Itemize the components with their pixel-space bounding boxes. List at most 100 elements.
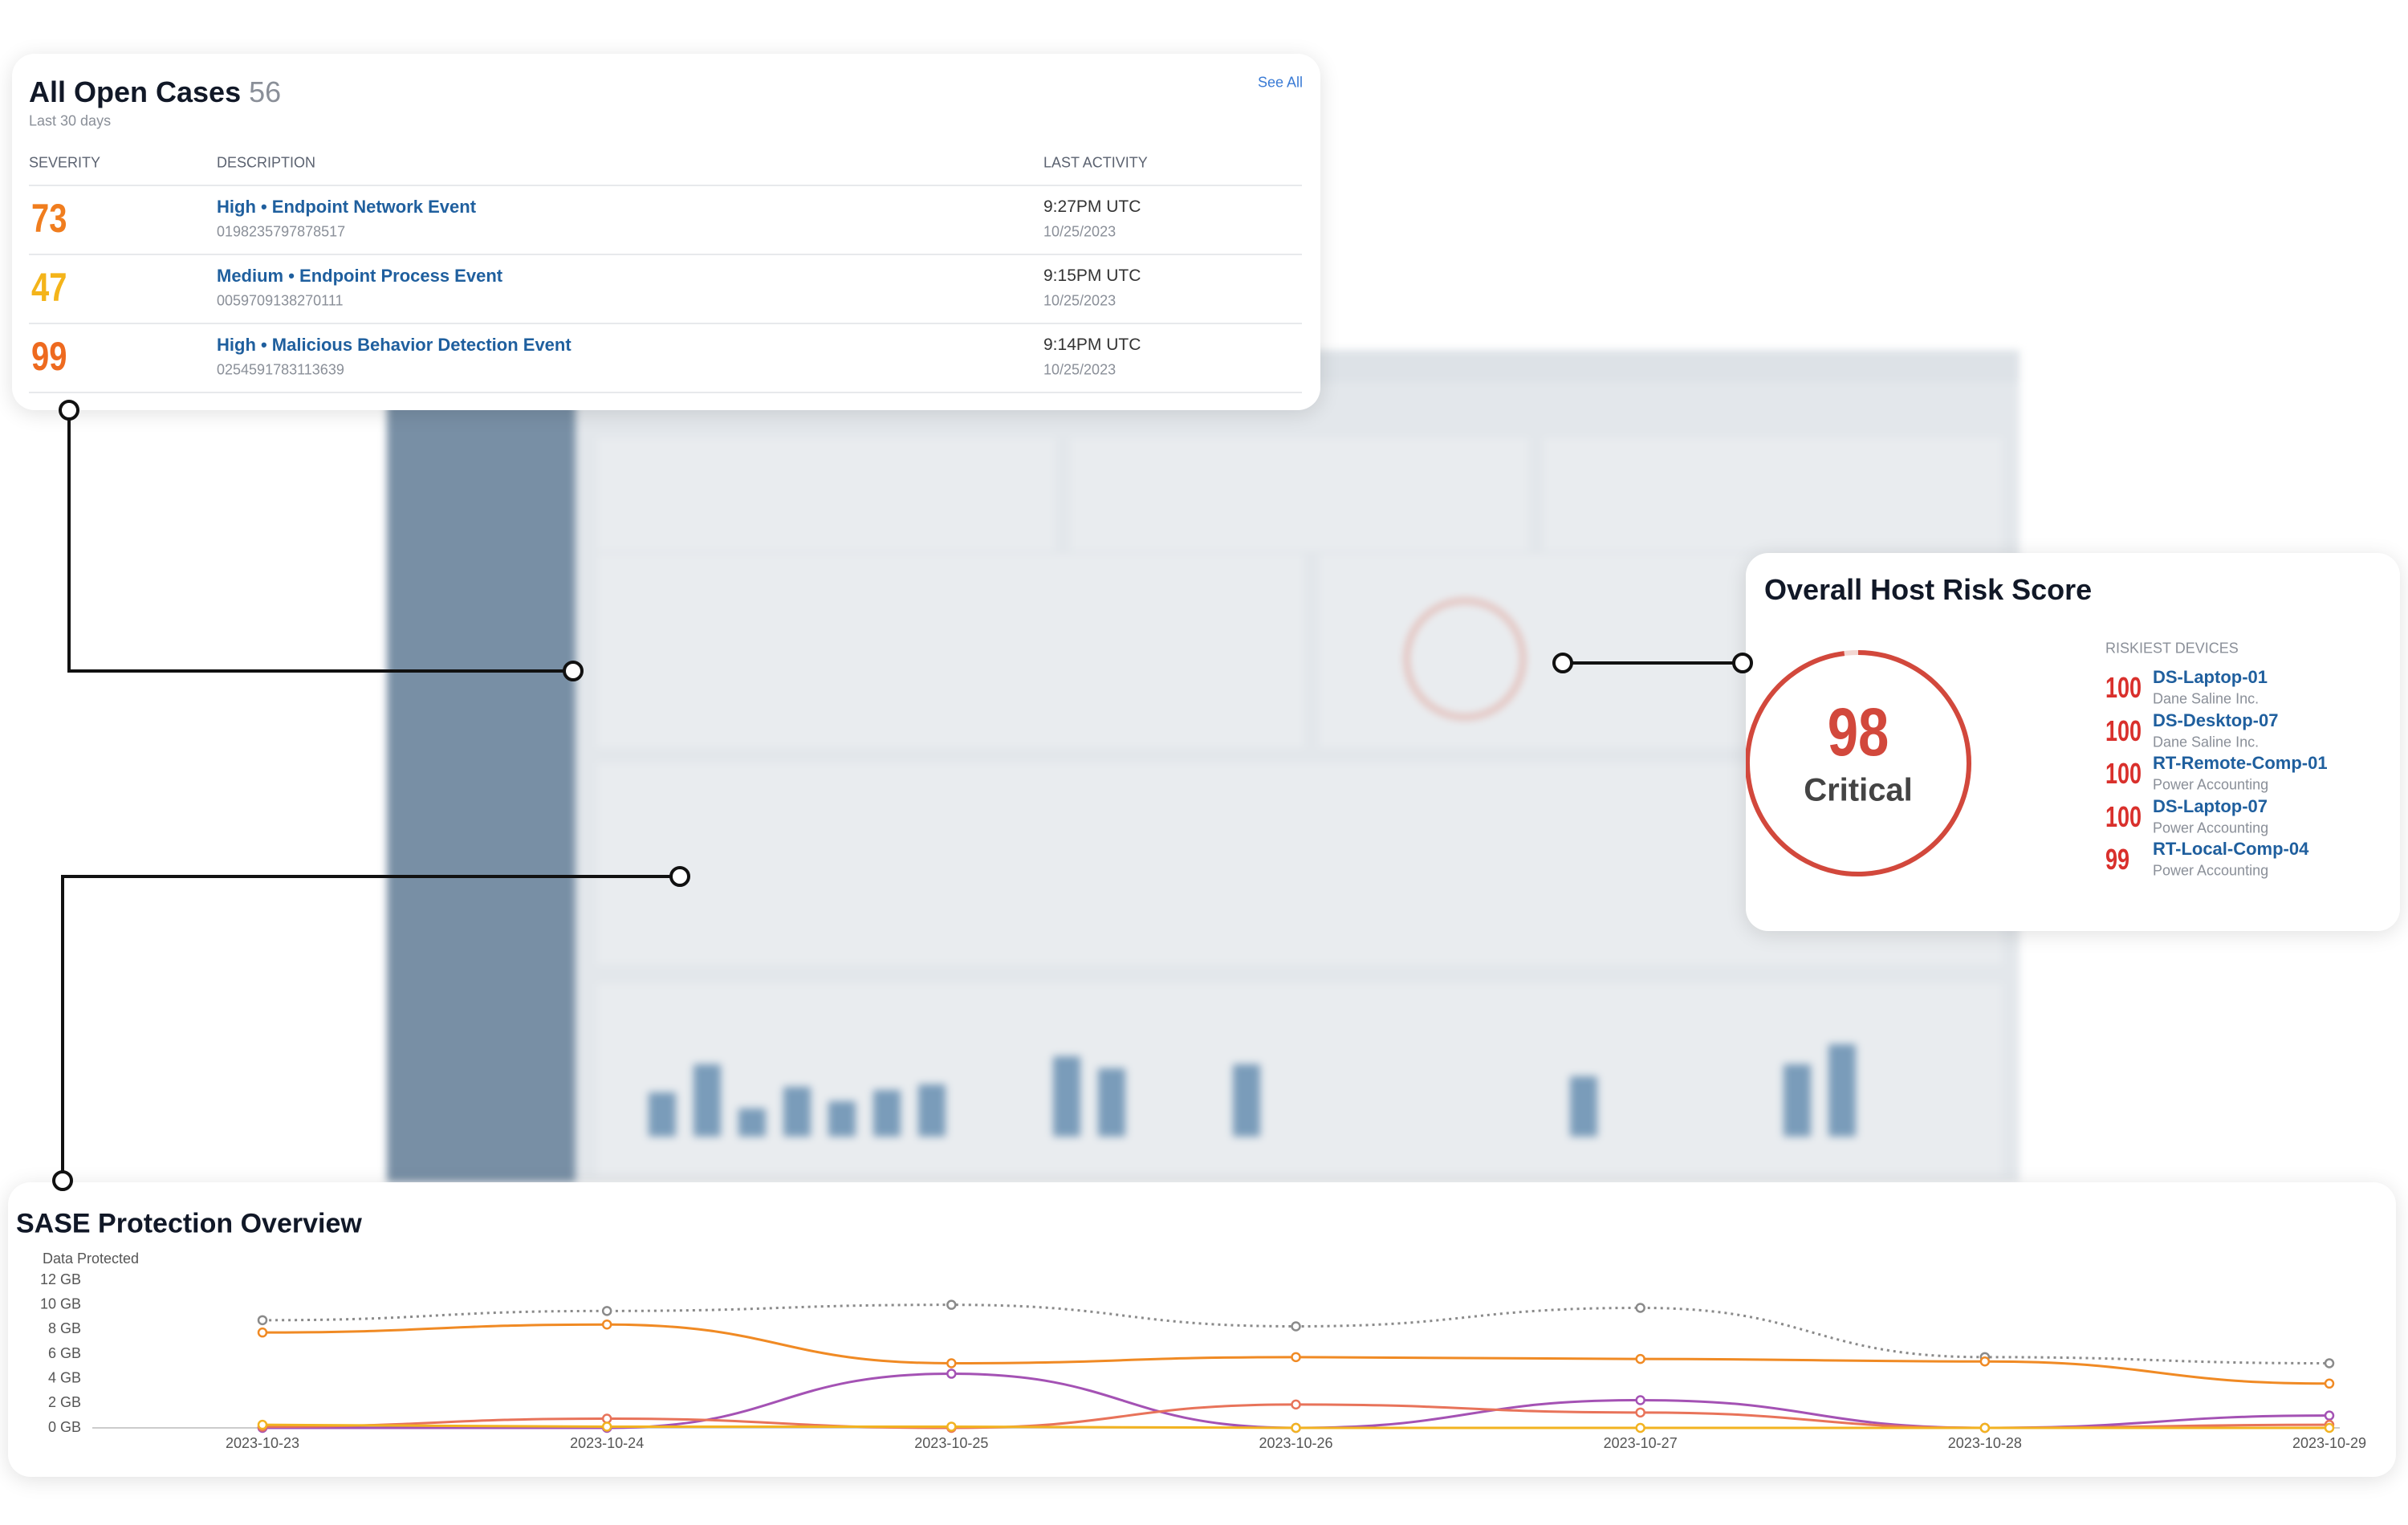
separator bbox=[29, 254, 1302, 255]
y-tick-label: 4 GB bbox=[48, 1369, 81, 1385]
device-name[interactable]: DS-Laptop-07 bbox=[2153, 795, 2268, 816]
gauge-arc bbox=[1746, 650, 1971, 876]
bar bbox=[1053, 1056, 1080, 1137]
device-score: 99 bbox=[2105, 843, 2130, 876]
x-tick-label: 2023-10-24 bbox=[570, 1435, 644, 1451]
y-tick-label: 2 GB bbox=[48, 1394, 81, 1410]
description-link[interactable]: High • Malicious Behavior Detection Even… bbox=[217, 335, 571, 355]
case-id: 0059709138270111 bbox=[217, 292, 344, 309]
severity: 47 bbox=[31, 265, 67, 310]
title: All Open Cases bbox=[29, 75, 242, 108]
gauge bbox=[1405, 599, 1525, 719]
stat-panel bbox=[1071, 438, 1528, 551]
devices-label: RISKIEST DEVICES bbox=[2105, 640, 2239, 657]
risk-card: Overall Host Risk Score 98 Critical RISKI… bbox=[1746, 553, 2400, 931]
subtitle: Last 30 days bbox=[29, 112, 112, 129]
risk-title: Overall Host Risk Score bbox=[1764, 573, 2093, 606]
data-point bbox=[2324, 1422, 2335, 1434]
chart: Data Protected 0 GB 2 GB 4 GB 6 GB 8 GB 10 GB… bbox=[40, 1250, 2366, 1451]
blurred-dashboard bbox=[387, 350, 2020, 1182]
bar bbox=[1828, 1044, 1856, 1137]
description-link[interactable]: High • Endpoint Network Event bbox=[217, 197, 477, 217]
device-name[interactable]: RT-Remote-Comp-01 bbox=[2153, 753, 2328, 774]
connector-dot bbox=[1732, 653, 1753, 673]
date: 10/25/2023 bbox=[1043, 223, 1117, 240]
device-name[interactable]: RT-Local-Comp-04 bbox=[2153, 839, 2309, 860]
connector-dot bbox=[1552, 653, 1573, 673]
risk-score: 98 bbox=[1828, 695, 1889, 771]
date: 10/25/2023 bbox=[1043, 361, 1117, 378]
connector bbox=[61, 875, 680, 1181]
bar bbox=[828, 1101, 856, 1137]
separator bbox=[29, 323, 1302, 324]
case-id: 0198235797878517 bbox=[217, 223, 346, 240]
device-org: Power Accounting bbox=[2153, 776, 2269, 793]
risk-rating: Critical bbox=[1804, 773, 1913, 808]
bar bbox=[918, 1084, 946, 1137]
data-point bbox=[257, 1327, 268, 1338]
device-name[interactable]: DS-Desktop-07 bbox=[2153, 710, 2279, 730]
connector-dot bbox=[669, 866, 690, 887]
data-point bbox=[601, 1306, 612, 1316]
bar bbox=[1784, 1064, 1811, 1137]
data-point bbox=[1635, 1407, 1645, 1418]
device-org: Dane Saline Inc. bbox=[2153, 690, 2260, 707]
data-point bbox=[1635, 1422, 1645, 1434]
x-tick-label: 2023-10-28 bbox=[1948, 1435, 2022, 1451]
y-tick-label: 0 GB bbox=[48, 1419, 81, 1435]
connector-dot bbox=[59, 400, 79, 421]
stat-panel bbox=[597, 438, 1055, 551]
data-point bbox=[1291, 1321, 1301, 1332]
data-point bbox=[1291, 1399, 1301, 1410]
data-point bbox=[1635, 1303, 1645, 1313]
data-point bbox=[1291, 1422, 1301, 1434]
data-point bbox=[1979, 1356, 1991, 1367]
time: 9:27PM UTC bbox=[1043, 197, 1141, 216]
data-point bbox=[1635, 1395, 1645, 1405]
panel bbox=[597, 555, 1304, 747]
y-tick-label: 8 GB bbox=[48, 1320, 81, 1336]
x-tick-label: 2023-10-27 bbox=[1604, 1435, 1678, 1451]
bar bbox=[873, 1090, 901, 1137]
column-header: LAST ACTIVITY bbox=[1043, 154, 1148, 171]
y-tick-label: 10 GB bbox=[40, 1295, 81, 1312]
column-header: DESCRIPTION bbox=[217, 154, 316, 171]
panel bbox=[597, 984, 2002, 1177]
data-point bbox=[257, 1315, 268, 1326]
device-score: 100 bbox=[2105, 714, 2142, 747]
device-org: Power Accounting bbox=[2153, 862, 2269, 879]
separator bbox=[29, 392, 1302, 393]
data-point bbox=[1635, 1353, 1645, 1364]
connector-dot bbox=[563, 661, 584, 681]
description-link[interactable]: Medium • Endpoint Process Event bbox=[217, 266, 503, 286]
connector-dot bbox=[52, 1170, 73, 1191]
x-tick-label: 2023-10-29 bbox=[2292, 1435, 2366, 1451]
x-tick-label: 2023-10-26 bbox=[1259, 1435, 1332, 1451]
cases-title: All Open Cases 56 bbox=[29, 75, 281, 109]
bar bbox=[738, 1108, 766, 1137]
bar bbox=[1570, 1076, 1597, 1137]
y-tick-label: 6 GB bbox=[48, 1345, 81, 1361]
time: 9:15PM UTC bbox=[1043, 266, 1141, 285]
y-axis-label: Data Protected bbox=[43, 1250, 139, 1267]
data-point bbox=[2324, 1358, 2335, 1368]
column-header: SEVERITY bbox=[29, 154, 101, 171]
count: 56 bbox=[249, 75, 282, 108]
data-point bbox=[946, 1358, 957, 1368]
severity: 99 bbox=[31, 334, 67, 379]
see-all-link[interactable]: See All bbox=[1257, 74, 1303, 91]
device-name[interactable]: DS-Laptop-01 bbox=[2153, 667, 2268, 687]
data-point bbox=[1979, 1422, 1991, 1434]
y-tick-label: 12 GB bbox=[40, 1271, 81, 1287]
bar bbox=[649, 1092, 676, 1137]
bar bbox=[783, 1087, 811, 1137]
data-point bbox=[946, 1421, 957, 1432]
data-point bbox=[601, 1319, 612, 1330]
data-point bbox=[1291, 1352, 1301, 1363]
bar bbox=[1233, 1064, 1260, 1137]
data-point bbox=[257, 1419, 268, 1430]
bar bbox=[694, 1064, 721, 1137]
connector bbox=[67, 410, 573, 673]
